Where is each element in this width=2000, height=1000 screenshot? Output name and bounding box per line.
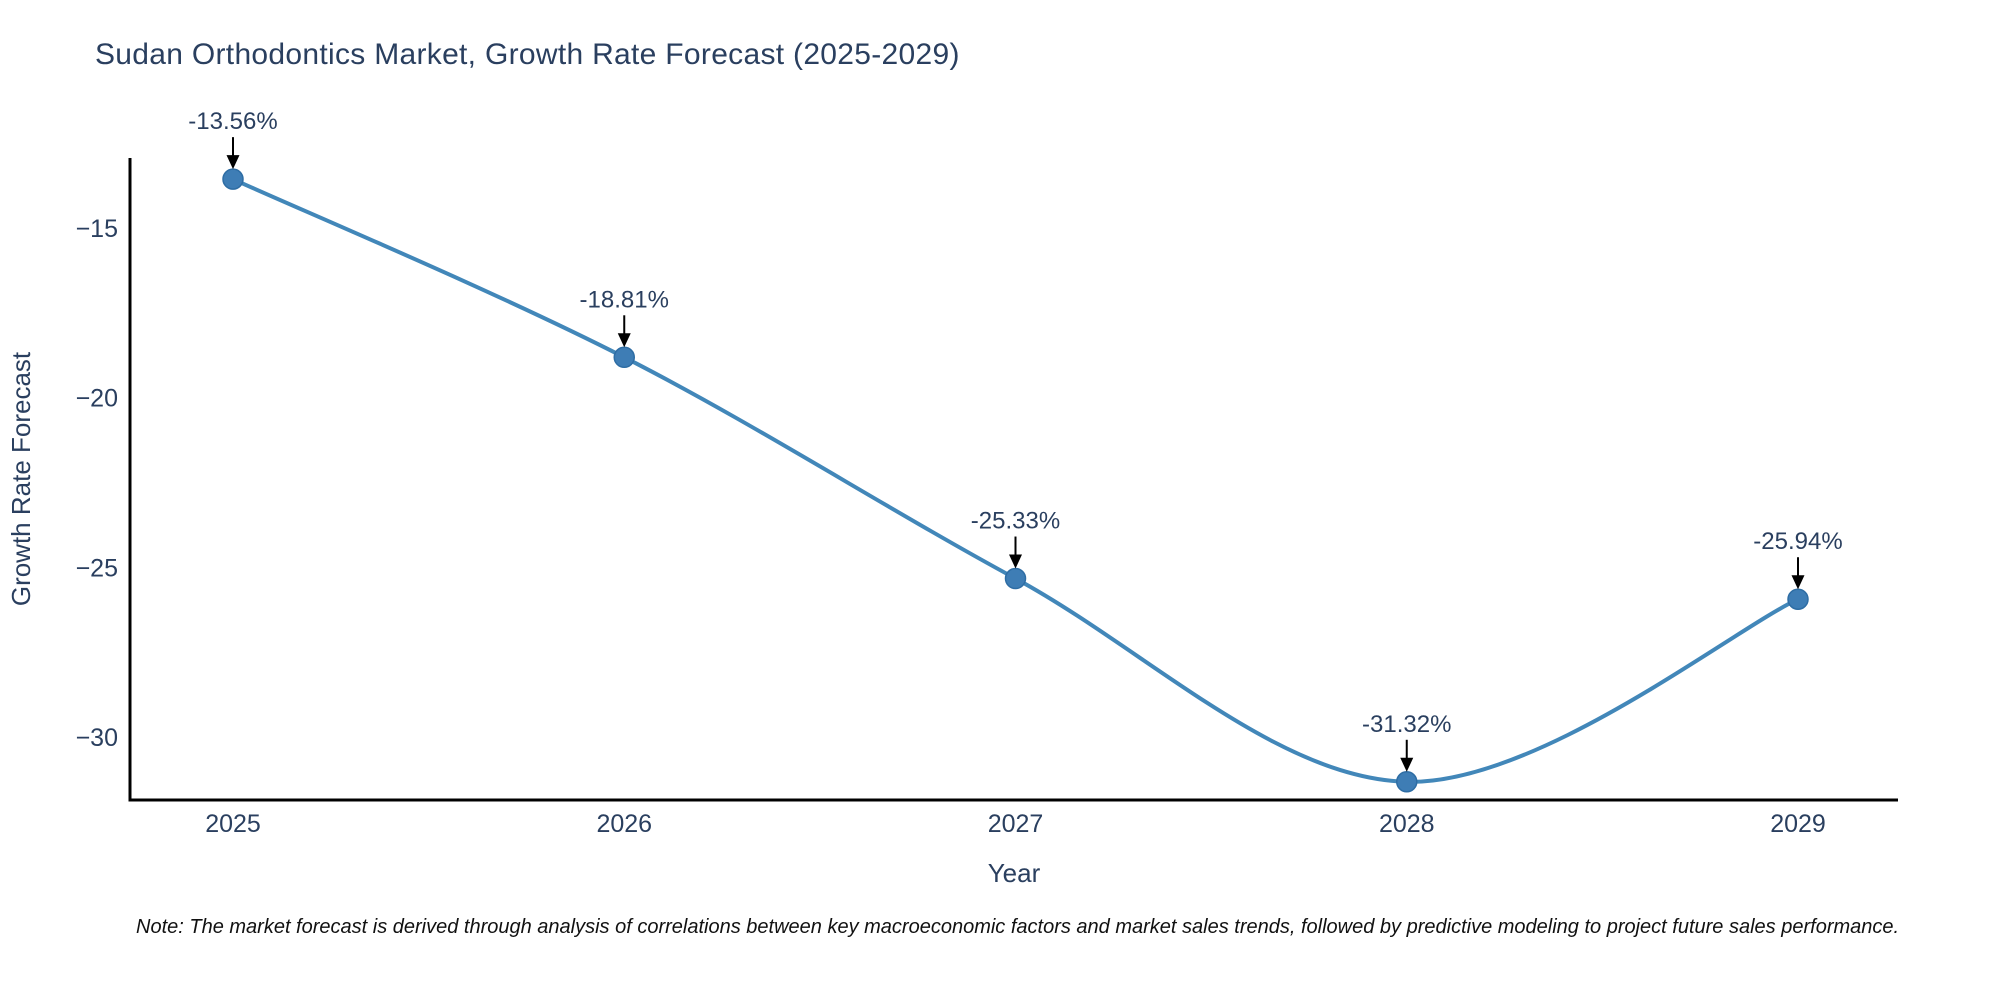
data-point-label: -18.81% [580, 286, 669, 313]
annotation-arrow-head [1009, 554, 1022, 569]
data-point-marker [613, 346, 635, 369]
x-tick-label: 2025 [205, 810, 261, 838]
data-point-marker [1004, 567, 1027, 590]
x-axis-title: Year [988, 858, 1041, 888]
x-tick-label: 2026 [596, 810, 652, 838]
annotation-arrow-head [1791, 575, 1805, 590]
y-tick-label: −15 [76, 215, 118, 243]
annotation-arrow-head [226, 155, 240, 170]
x-tick-label: 2029 [1770, 810, 1826, 838]
data-point-label: -25.94% [1753, 528, 1842, 555]
data-point-marker [1396, 771, 1418, 793]
y-tick-label: −25 [76, 554, 118, 582]
data-point-label: -13.56% [188, 108, 277, 135]
x-tick-label: 2028 [1379, 810, 1435, 838]
data-point-label: -31.32% [1362, 711, 1451, 738]
forecast-line [231, 177, 1800, 784]
data-point-marker [1787, 588, 1809, 610]
y-axis-title: Growth Rate Forecast [6, 351, 36, 606]
annotation-arrow-head [617, 333, 631, 348]
annotation-arrow-head [1400, 757, 1414, 772]
y-tick-label: −30 [76, 724, 118, 752]
x-tick-label: 2027 [988, 810, 1044, 838]
chart-title: Sudan Orthodontics Market, Growth Rate F… [95, 38, 960, 71]
y-tick-label: −20 [76, 385, 118, 413]
footnote-text: Note: The market forecast is derived thr… [136, 916, 1900, 938]
data-point-marker [222, 168, 244, 190]
data-point-label: -25.33% [971, 508, 1060, 535]
